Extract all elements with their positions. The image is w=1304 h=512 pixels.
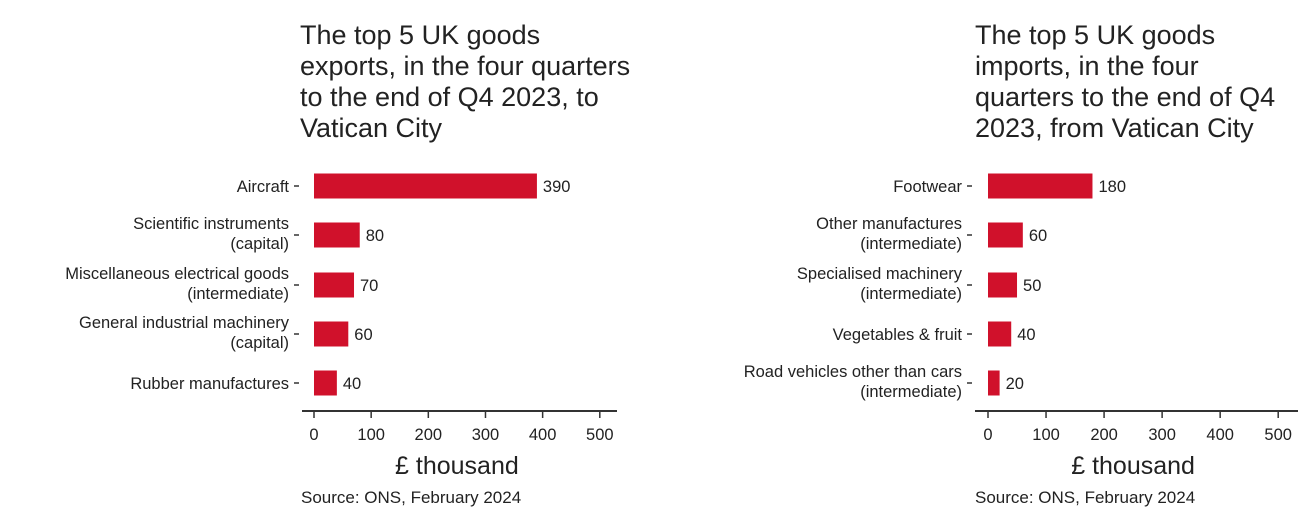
category-label-line: Rubber manufactures (130, 375, 289, 393)
x-tick-label-5: 500 (586, 426, 614, 444)
value-label-0: 390 (543, 178, 571, 196)
bar-0 (988, 173, 1093, 199)
bar-4 (988, 370, 1000, 396)
bar-2 (314, 272, 355, 298)
bar-3 (314, 321, 349, 347)
category-label-2: Miscellaneous electrical goods (intermedi… (65, 265, 289, 303)
category-label-line: (capital) (230, 334, 289, 352)
category-label-line: (intermediate) (187, 285, 289, 303)
category-label-line: Scientific instruments (133, 215, 289, 233)
category-label-2: Specialised machinery (intermediate) (797, 265, 963, 303)
imports-source-note: Source: ONS, February 2024 (975, 488, 1196, 507)
bar-1 (988, 222, 1023, 248)
x-tick-label-4: 400 (1206, 426, 1234, 444)
exports-source-note: Source: ONS, February 2024 (301, 488, 522, 507)
bar-0 (314, 173, 537, 199)
x-tick-label-5: 500 (1264, 426, 1292, 444)
value-label-0: 180 (1098, 178, 1126, 196)
category-label-line: Aircraft (237, 178, 290, 196)
x-tick-label-1: 100 (1032, 426, 1060, 444)
value-label-3: 60 (354, 326, 372, 344)
exports-chart-panel: The top 5 UK goods exports, in the four … (65, 20, 631, 507)
bar-3 (988, 321, 1012, 347)
category-label-line: Miscellaneous electrical goods (65, 265, 289, 283)
bar-2 (988, 272, 1018, 298)
category-label-line: Footwear (893, 178, 962, 196)
category-label-1: Scientific instruments (capital) (133, 215, 289, 253)
category-label-line: Road vehicles other than cars (744, 363, 962, 381)
value-label-1: 80 (366, 227, 384, 245)
category-label-line: (intermediate) (860, 235, 962, 253)
value-label-4: 20 (1006, 375, 1024, 393)
category-label-0: Aircraft (237, 178, 290, 196)
category-label-0: Footwear (893, 178, 962, 196)
x-tick-label-3: 300 (1148, 426, 1176, 444)
category-label-line: Other manufactures (816, 215, 962, 233)
category-label-line: Specialised machinery (797, 265, 963, 283)
category-label-3: General industrial machinery (capital) (79, 314, 290, 352)
x-tick-label-2: 200 (1090, 426, 1118, 444)
x-axis-title: £ thousand (1071, 452, 1195, 480)
value-label-1: 60 (1029, 227, 1047, 245)
x-tick-label-0: 0 (309, 426, 318, 444)
category-label-1: Other manufactures (intermediate) (816, 215, 962, 253)
exports-chart-title: The top 5 UK goods exports, in the four … (300, 20, 631, 143)
exports-bar-chart: 390 Aircraft 80 Scientific instruments (capi… (65, 173, 617, 480)
value-label-3: 40 (1017, 326, 1035, 344)
imports-chart-title: The top 5 UK goods imports, in the four … (975, 20, 1276, 143)
value-label-2: 70 (360, 277, 378, 295)
category-label-line: (intermediate) (860, 383, 962, 401)
bar-4 (314, 370, 337, 396)
bar-1 (314, 222, 360, 248)
x-tick-label-4: 400 (529, 426, 557, 444)
imports-chart-panel: The top 5 UK goods imports, in the four … (652, 0, 1304, 512)
category-label-line: (intermediate) (860, 285, 962, 303)
category-label-line: General industrial machinery (79, 314, 290, 332)
category-label-line: (capital) (230, 235, 289, 253)
x-axis-title: £ thousand (395, 452, 519, 480)
x-tick-label-1: 100 (357, 426, 385, 444)
category-label-4: Rubber manufactures (130, 375, 289, 393)
x-tick-label-2: 200 (415, 426, 443, 444)
category-label-line: Vegetables & fruit (833, 326, 963, 344)
category-label-3: Vegetables & fruit (833, 326, 963, 344)
imports-bar-chart: 180 Footwear 60 Other manufactures (intermed… (744, 173, 1298, 480)
x-tick-label-3: 300 (472, 426, 500, 444)
value-label-4: 40 (343, 375, 361, 393)
x-tick-label-0: 0 (983, 426, 992, 444)
category-label-4: Road vehicles other than cars (intermedia… (744, 363, 962, 401)
value-label-2: 50 (1023, 277, 1041, 295)
